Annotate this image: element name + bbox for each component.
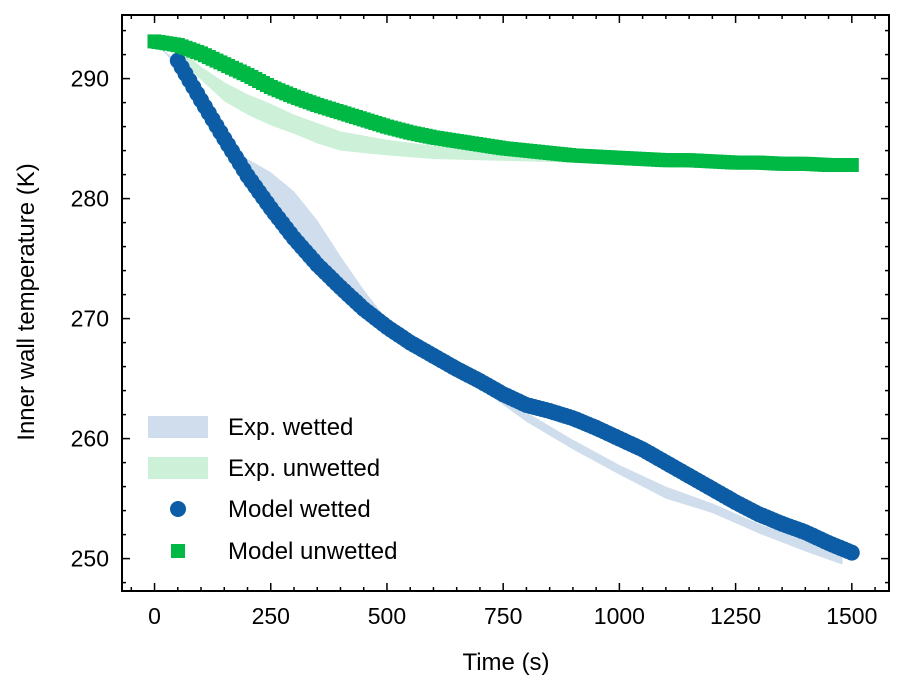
- legend-label-model-unwetted: Model unwetted: [228, 538, 397, 565]
- y-tick-label: 290: [71, 66, 109, 92]
- y-tick-label: 260: [71, 426, 109, 452]
- legend-swatch-exp-wetted: [148, 416, 208, 438]
- y-tick-label: 250: [71, 546, 109, 572]
- series-model-unwetted: [147, 34, 859, 172]
- axis-ticks: [122, 15, 889, 591]
- model-wetted-point: [843, 544, 860, 561]
- experimental-bands: [154, 42, 852, 565]
- x-tick-label: 250: [252, 603, 290, 629]
- legend-swatch-model-wetted: [170, 501, 186, 517]
- band-exp-unwetted: [154, 42, 852, 168]
- legend-label-model-wetted: Model wetted: [228, 496, 371, 523]
- axis-tick-labels: 0 250 500 750 1000 1250 1500 250 260 270 280 290: [71, 66, 878, 629]
- legend-label-exp-unwetted: Exp. unwetted: [228, 455, 380, 482]
- x-tick-label: 500: [368, 603, 406, 629]
- x-tick-label: 0: [148, 603, 161, 629]
- legend-label-exp-wetted: Exp. wetted: [228, 414, 353, 441]
- x-axis-label: Time (s): [462, 649, 549, 676]
- legend-swatch-exp-unwetted: [148, 457, 208, 479]
- y-tick-label: 270: [71, 306, 109, 332]
- x-tick-label: 750: [484, 603, 522, 629]
- y-tick-label: 280: [71, 186, 109, 212]
- series-model-wetted: [169, 52, 860, 561]
- model-markers: [147, 34, 860, 561]
- legend: Exp. wetted Exp. unwetted Model wetted Mode…: [148, 414, 397, 565]
- band-exp-wetted: [154, 42, 843, 565]
- x-tick-label: 1500: [826, 603, 877, 629]
- x-tick-label: 1000: [594, 603, 645, 629]
- legend-swatch-model-unwetted: [171, 544, 185, 558]
- plot-frame: [121, 14, 890, 592]
- x-tick-label: 1250: [710, 603, 761, 629]
- y-axis-label: Inner wall temperature (K): [13, 163, 40, 440]
- model-unwetted-point: [844, 158, 859, 172]
